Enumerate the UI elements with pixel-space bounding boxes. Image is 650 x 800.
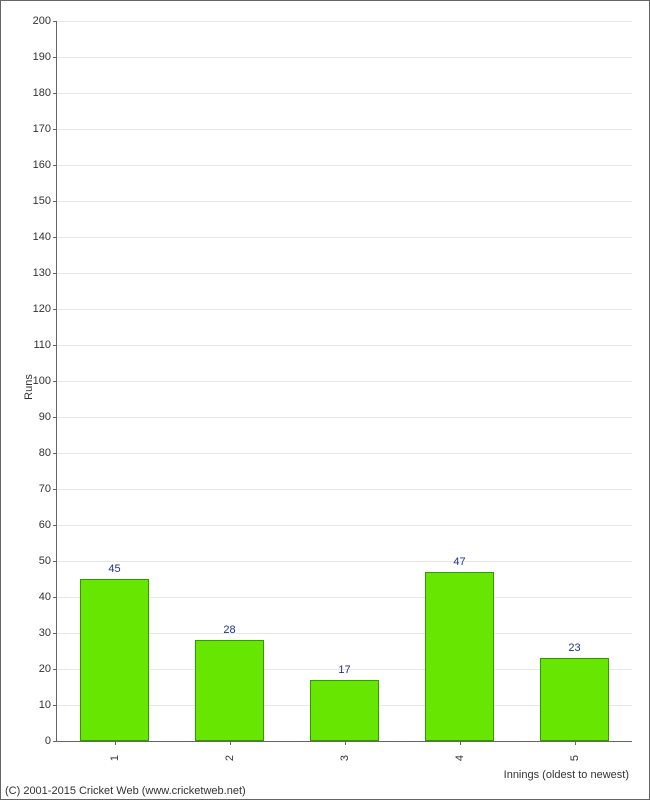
x-tick [230, 741, 231, 745]
y-tick [53, 669, 57, 670]
bar [80, 579, 149, 741]
y-axis-label: Runs [23, 374, 35, 400]
gridline [57, 93, 632, 94]
gridline [57, 201, 632, 202]
y-tick [53, 633, 57, 634]
y-tick-label: 60 [39, 519, 51, 531]
x-tick-label: 3 [339, 755, 351, 761]
bar [540, 658, 609, 741]
bar-value-label: 17 [338, 664, 350, 676]
y-tick [53, 453, 57, 454]
y-tick [53, 705, 57, 706]
y-tick [53, 309, 57, 310]
gridline [57, 273, 632, 274]
y-tick [53, 237, 57, 238]
y-tick [53, 129, 57, 130]
y-tick [53, 345, 57, 346]
y-tick-label: 10 [39, 699, 51, 711]
x-tick-label: 1 [109, 755, 121, 761]
gridline [57, 129, 632, 130]
y-tick-label: 160 [33, 159, 51, 171]
gridline [57, 345, 632, 346]
y-tick [53, 561, 57, 562]
y-tick [53, 417, 57, 418]
x-tick [575, 741, 576, 745]
bar-value-label: 28 [223, 624, 235, 636]
y-tick [53, 525, 57, 526]
gridline [57, 453, 632, 454]
y-tick [53, 489, 57, 490]
y-tick-label: 150 [33, 195, 51, 207]
y-tick-label: 180 [33, 87, 51, 99]
x-tick [115, 741, 116, 745]
x-tick-label: 2 [224, 755, 236, 761]
bar [195, 640, 264, 741]
gridline [57, 561, 632, 562]
y-tick-label: 170 [33, 123, 51, 135]
x-tick-label: 5 [569, 755, 581, 761]
gridline [57, 309, 632, 310]
y-tick-label: 40 [39, 591, 51, 603]
y-tick-label: 30 [39, 627, 51, 639]
copyright-text: (C) 2001-2015 Cricket Web (www.cricketwe… [5, 785, 246, 797]
gridline [57, 57, 632, 58]
gridline [57, 21, 632, 22]
y-tick [53, 201, 57, 202]
x-tick [345, 741, 346, 745]
x-tick-label: 4 [454, 755, 466, 761]
gridline [57, 165, 632, 166]
y-tick [53, 165, 57, 166]
y-tick [53, 93, 57, 94]
y-tick [53, 597, 57, 598]
gridline [57, 417, 632, 418]
y-tick-label: 90 [39, 411, 51, 423]
y-tick [53, 57, 57, 58]
y-tick-label: 20 [39, 663, 51, 675]
chart-container: 451282173474235 010203040506070809010011… [0, 0, 650, 800]
y-tick-label: 140 [33, 231, 51, 243]
x-axis-label: Innings (oldest to newest) [504, 769, 629, 781]
y-tick-label: 130 [33, 267, 51, 279]
y-tick-label: 120 [33, 303, 51, 315]
y-tick-label: 80 [39, 447, 51, 459]
bar-value-label: 47 [453, 556, 465, 568]
y-tick-label: 200 [33, 15, 51, 27]
y-tick-label: 50 [39, 555, 51, 567]
plot-area: 451282173474235 [56, 21, 632, 742]
y-tick [53, 381, 57, 382]
gridline [57, 237, 632, 238]
gridline [57, 489, 632, 490]
y-tick [53, 741, 57, 742]
y-tick [53, 273, 57, 274]
y-tick-label: 190 [33, 51, 51, 63]
bar [310, 680, 379, 741]
y-tick [53, 21, 57, 22]
y-tick-label: 110 [33, 339, 51, 351]
bar [425, 572, 494, 741]
gridline [57, 525, 632, 526]
bar-value-label: 23 [568, 642, 580, 654]
y-tick-label: 100 [33, 375, 51, 387]
y-tick-label: 0 [45, 735, 51, 747]
x-tick [460, 741, 461, 745]
y-tick-label: 70 [39, 483, 51, 495]
bar-value-label: 45 [108, 563, 120, 575]
gridline [57, 381, 632, 382]
